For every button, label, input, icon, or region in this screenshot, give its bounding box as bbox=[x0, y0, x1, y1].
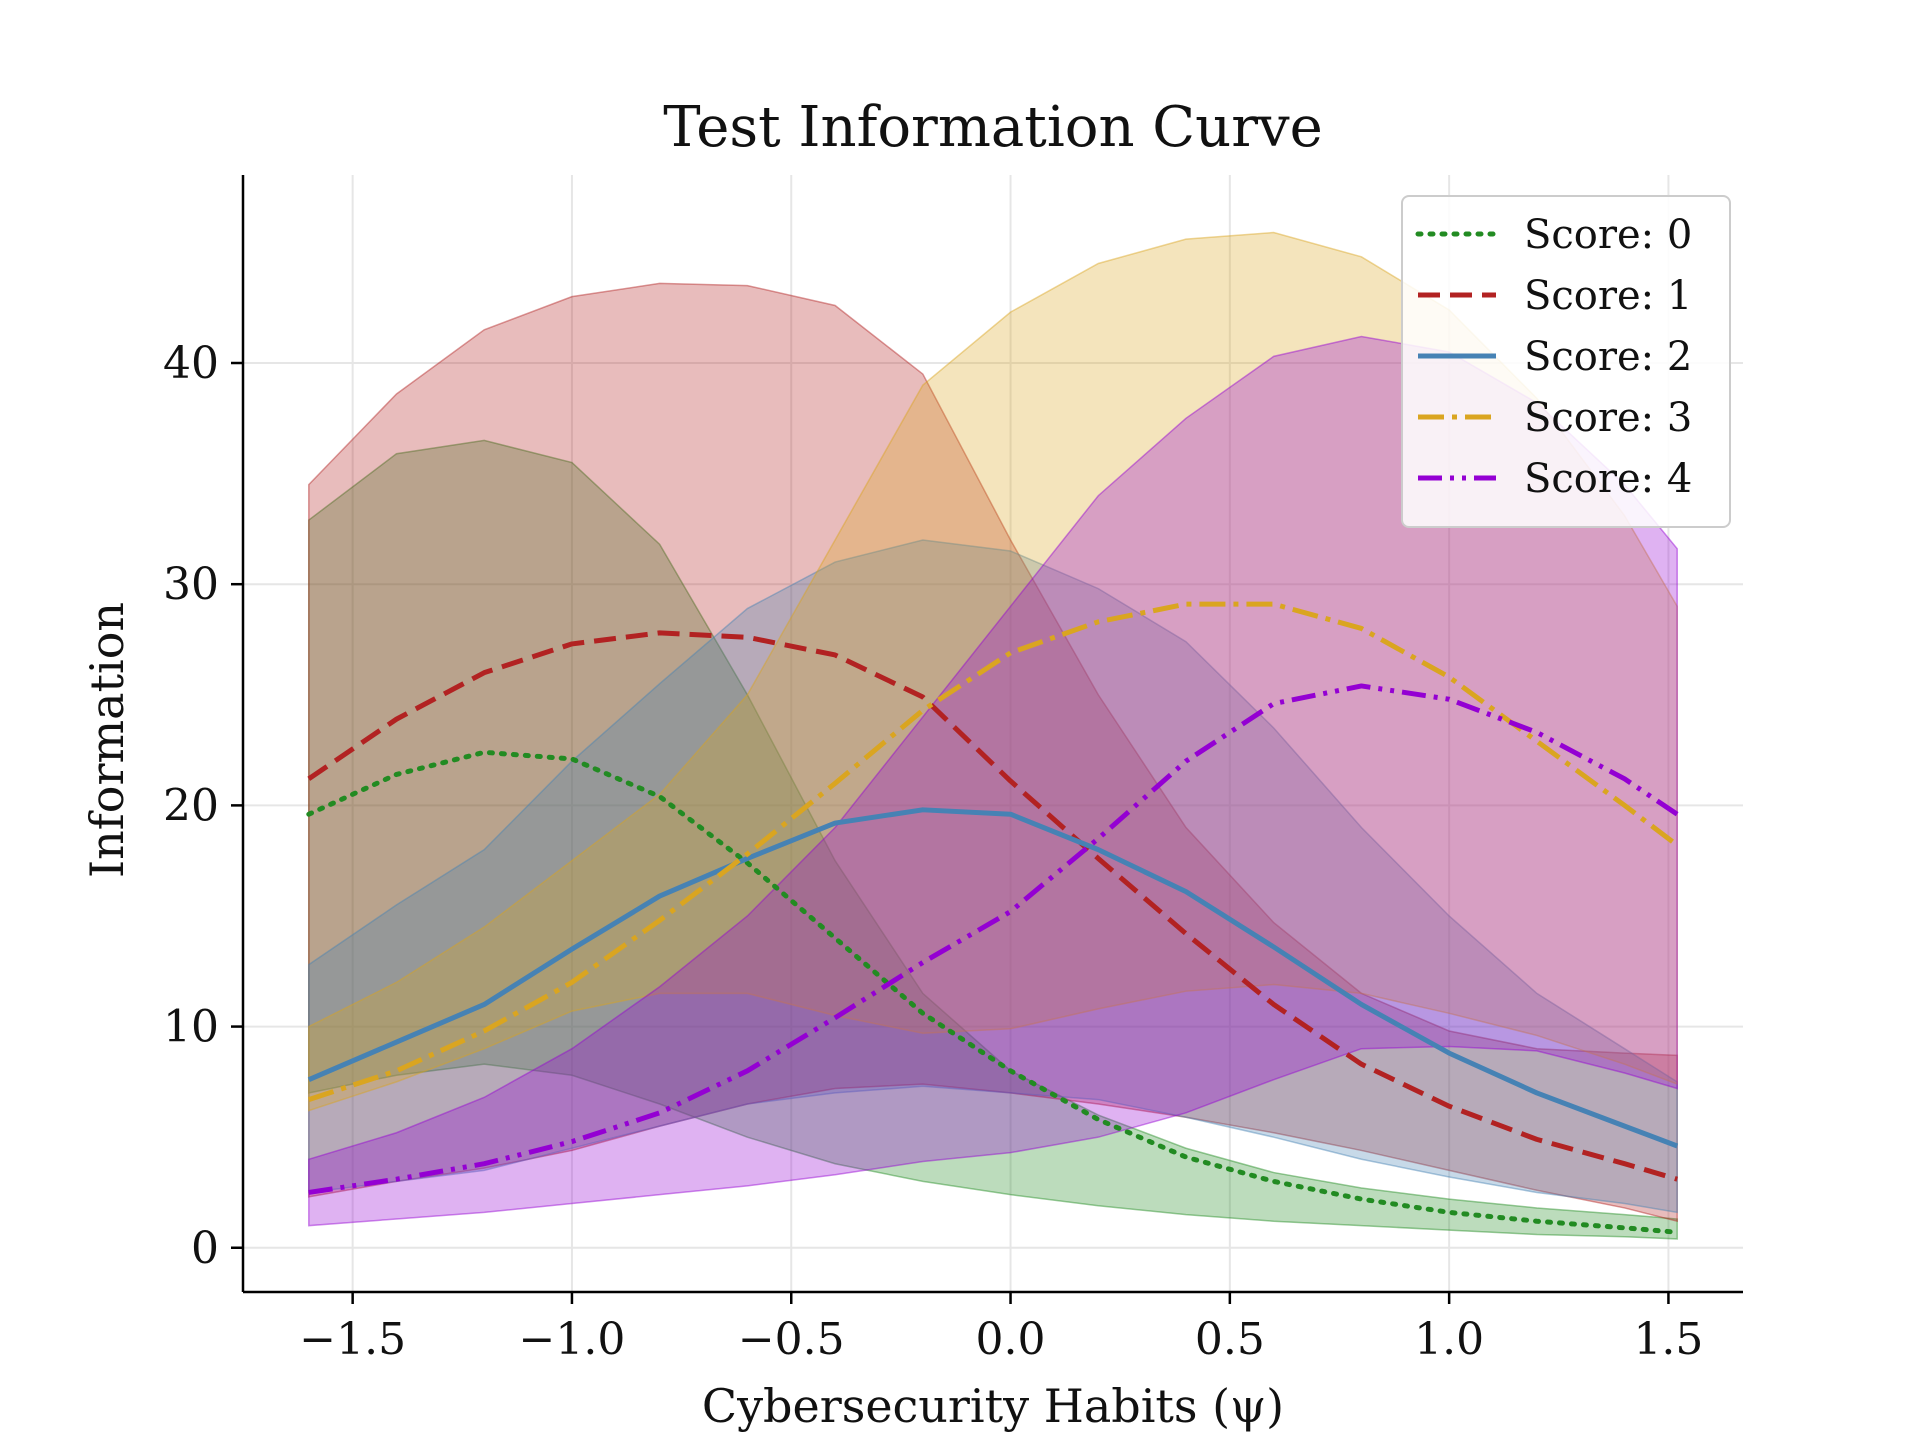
line-score-3 bbox=[308, 601, 1679, 1102]
band-score-3 bbox=[308, 231, 1678, 1112]
x-tick-label-0: −1.5 bbox=[299, 1314, 406, 1365]
legend-label-4: Score: 4 bbox=[1524, 456, 1692, 502]
legend: Score: 0 Score: 1 Score: 2 Score: 3 Score: 4 bbox=[1401, 195, 1731, 528]
chart-title: Test Information Curve bbox=[663, 95, 1323, 160]
y-tick-label-2: 20 bbox=[163, 780, 219, 831]
x-tick-label-3: 0.0 bbox=[976, 1314, 1046, 1365]
legend-label-3: Score: 3 bbox=[1524, 395, 1692, 441]
legend-box bbox=[1401, 195, 1731, 528]
y-tick-label-3: 30 bbox=[163, 559, 219, 610]
legend-label-0: Score: 0 bbox=[1524, 212, 1692, 258]
x-tick-label-5: 1.0 bbox=[1414, 1314, 1484, 1365]
legend-label-2: Score: 2 bbox=[1524, 334, 1692, 380]
x-axis-label: Cybersecurity Habits (ψ) bbox=[702, 1379, 1284, 1433]
x-tick-label-2: −0.5 bbox=[738, 1314, 845, 1365]
line-score-1 bbox=[307, 630, 1678, 1182]
x-tick-label-4: 0.5 bbox=[1195, 1314, 1265, 1365]
y-tick-label-0: 0 bbox=[191, 1223, 219, 1274]
series-lines bbox=[306, 601, 1680, 1235]
legend-label-1: Score: 1 bbox=[1524, 273, 1692, 319]
line-score-2 bbox=[307, 807, 1679, 1149]
line-score-4 bbox=[308, 683, 1679, 1195]
x-tick-label-1: −1.0 bbox=[519, 1314, 626, 1365]
y-tick-label-4: 40 bbox=[163, 338, 219, 389]
y-axis-label: Information bbox=[80, 602, 134, 878]
x-tick-label-6: 1.5 bbox=[1633, 1314, 1703, 1365]
axes: −1.5 −1.0 −0.5 0.0 0.5 1.0 1.5 0 10 20 30 40 bbox=[163, 175, 1743, 1365]
band-score-4 bbox=[308, 335, 1678, 1227]
y-tick-label-1: 10 bbox=[163, 1002, 219, 1053]
line-score-0 bbox=[306, 749, 1680, 1235]
